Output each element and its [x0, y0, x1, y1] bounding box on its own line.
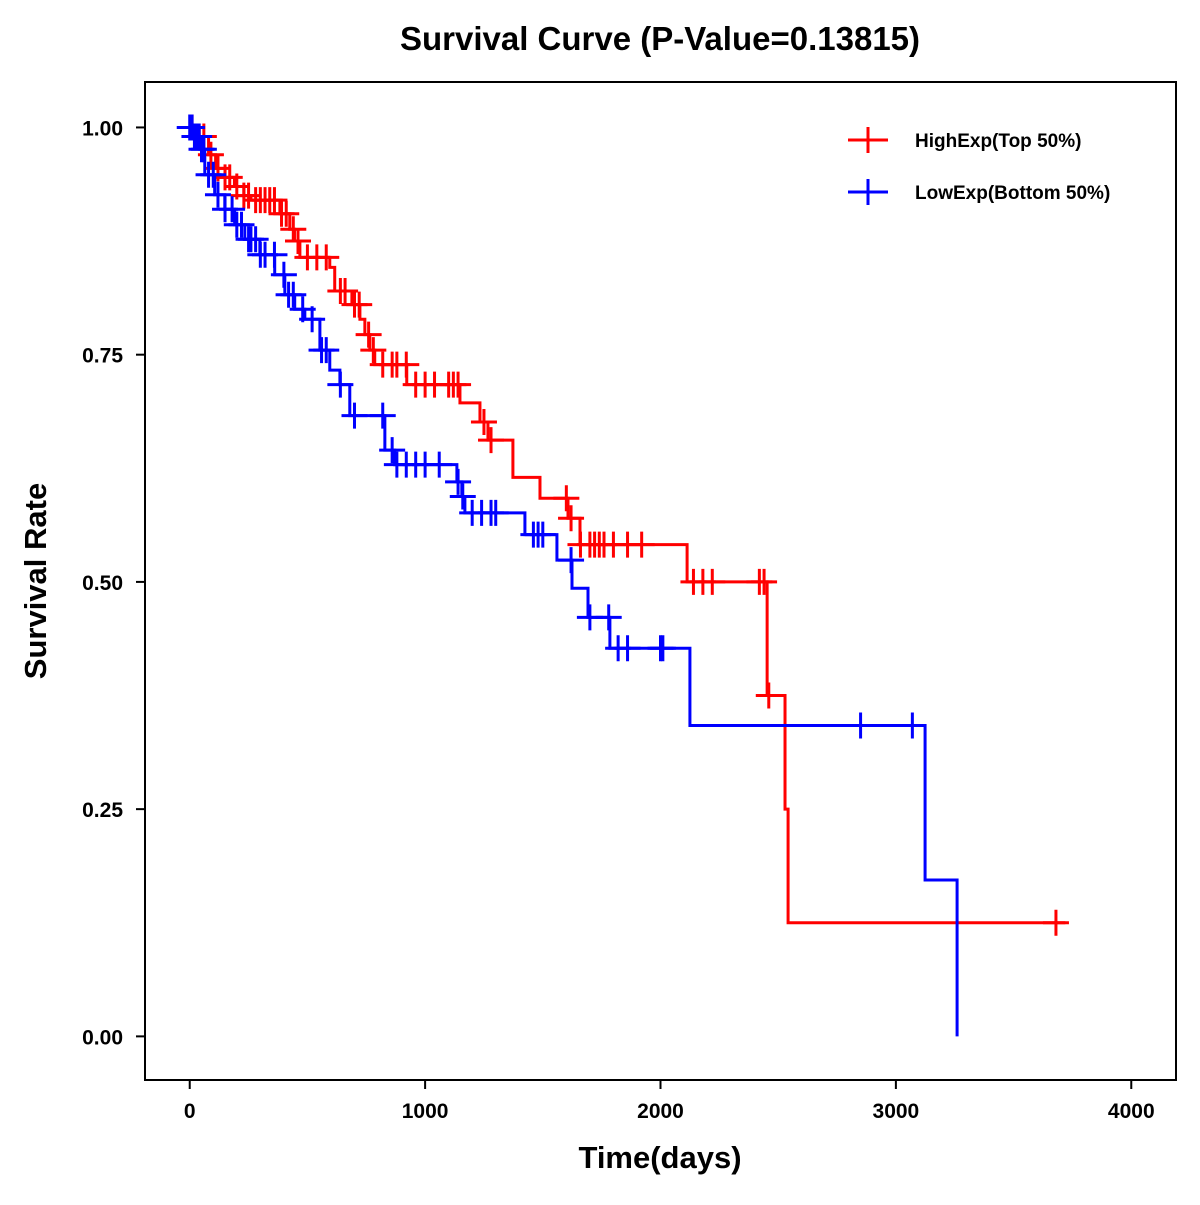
censor-mark: [379, 437, 406, 464]
censor-mark: [751, 568, 778, 595]
censor-mark: [369, 402, 396, 429]
y-tick-label: 0.25: [82, 799, 123, 822]
censor-mark: [699, 568, 726, 595]
legend-label: LowExp(Bottom 50%): [915, 183, 1110, 204]
chart-title: Survival Curve (P-Value=0.13815): [400, 20, 920, 57]
censor-mark: [280, 216, 307, 243]
censor-mark: [445, 371, 472, 398]
censor-mark: [346, 291, 373, 318]
y-tick-label: 0.50: [82, 572, 123, 595]
legend-item: LowExp(Bottom 50%): [848, 179, 1110, 205]
y-tick-label: 0.00: [82, 1026, 123, 1049]
censor-mark: [235, 182, 262, 209]
legend-item: HighExp(Top 50%): [848, 127, 1081, 153]
censor-mark: [285, 228, 312, 255]
censor-mark: [470, 408, 497, 435]
series-low-exp: [176, 114, 959, 1037]
y-axis: 0.00 0.25 0.50 0.75 1.00: [82, 117, 145, 1049]
series-high-exp: [179, 114, 1069, 936]
censor-mark: [332, 278, 359, 305]
censor-mark: [628, 531, 655, 558]
censor-mark: [553, 485, 580, 512]
censor-mark: [327, 371, 354, 398]
censor-mark: [261, 187, 288, 214]
y-tick-label: 1.00: [82, 117, 123, 140]
survival-curve: [189, 125, 959, 1037]
censor-mark: [261, 241, 288, 268]
censor-mark: [614, 635, 641, 662]
x-axis: 0 1000 2000 3000 4000: [184, 1080, 1155, 1123]
censor-mark: [1042, 909, 1069, 936]
legend-marker-icon: [848, 179, 888, 205]
censor-mark: [899, 712, 926, 739]
censor-mark: [242, 226, 269, 253]
x-tick-label: 3000: [873, 1100, 920, 1123]
censor-mark: [228, 211, 255, 238]
censor-mark: [360, 337, 387, 364]
censor-mark: [847, 712, 874, 739]
censor-mark: [649, 635, 676, 662]
legend-label: HighExp(Top 50%): [915, 131, 1081, 152]
censor-mark: [313, 337, 340, 364]
censor-mark: [280, 281, 307, 308]
x-tick-label: 0: [184, 1100, 196, 1123]
censor-mark: [190, 136, 217, 163]
censor-mark: [273, 200, 300, 227]
x-axis-label: Time(days): [578, 1140, 741, 1175]
censor-mark: [478, 427, 505, 454]
censor-mark: [558, 547, 585, 574]
censor-mark: [755, 682, 782, 709]
censor-mark: [426, 451, 453, 478]
censor-mark: [313, 244, 340, 271]
y-axis-label: Survival Rate: [18, 483, 53, 679]
censor-mark: [299, 306, 326, 333]
censor-mark: [393, 351, 420, 378]
censor-mark: [482, 499, 509, 526]
x-tick-label: 4000: [1108, 1100, 1155, 1123]
censor-mark: [186, 123, 213, 150]
curves: [176, 114, 1069, 1037]
censor-mark: [219, 196, 246, 223]
censor-mark: [204, 181, 231, 208]
censor-mark: [200, 161, 227, 188]
survival-curve: [189, 125, 1066, 925]
censor-mark: [558, 505, 585, 532]
y-tick-label: 0.75: [82, 345, 123, 368]
x-tick-label: 2000: [637, 1100, 684, 1123]
censor-mark: [445, 468, 472, 495]
censor-mark: [355, 321, 382, 348]
plot-frame: [144, 81, 1177, 1081]
censor-mark: [449, 483, 476, 510]
legend: HighExp(Top 50%) LowExp(Bottom 50%): [848, 127, 1110, 205]
legend-marker-icon: [848, 127, 888, 153]
censor-mark: [270, 261, 297, 288]
censor-mark: [529, 521, 556, 548]
censor-mark: [341, 402, 368, 429]
x-tick-label: 1000: [402, 1100, 449, 1123]
censor-mark: [595, 604, 622, 631]
